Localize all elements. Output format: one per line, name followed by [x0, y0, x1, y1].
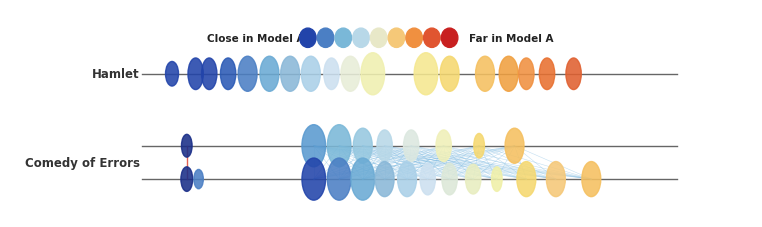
- Ellipse shape: [181, 167, 193, 192]
- Ellipse shape: [328, 158, 351, 200]
- Ellipse shape: [491, 167, 502, 192]
- Ellipse shape: [499, 57, 518, 92]
- Ellipse shape: [420, 164, 435, 195]
- Ellipse shape: [324, 59, 339, 90]
- Ellipse shape: [475, 57, 495, 92]
- Text: Close in Model A: Close in Model A: [207, 34, 305, 44]
- Ellipse shape: [194, 170, 203, 189]
- Ellipse shape: [440, 57, 459, 92]
- Ellipse shape: [220, 59, 235, 90]
- Ellipse shape: [546, 162, 565, 197]
- Ellipse shape: [539, 59, 555, 90]
- Ellipse shape: [302, 158, 325, 200]
- Ellipse shape: [328, 125, 351, 167]
- Ellipse shape: [301, 57, 320, 92]
- Ellipse shape: [442, 164, 457, 195]
- Ellipse shape: [260, 57, 279, 92]
- Ellipse shape: [165, 62, 178, 87]
- Text: Hamlet: Hamlet: [92, 68, 139, 81]
- Ellipse shape: [377, 130, 392, 162]
- Ellipse shape: [361, 53, 385, 95]
- Ellipse shape: [441, 29, 458, 48]
- Ellipse shape: [302, 125, 325, 167]
- Ellipse shape: [351, 158, 375, 200]
- Ellipse shape: [436, 130, 451, 162]
- Ellipse shape: [188, 59, 203, 90]
- Ellipse shape: [424, 29, 440, 48]
- Ellipse shape: [370, 29, 387, 48]
- Ellipse shape: [354, 129, 372, 164]
- Ellipse shape: [466, 164, 481, 194]
- Ellipse shape: [375, 162, 394, 197]
- Ellipse shape: [353, 29, 370, 48]
- Ellipse shape: [317, 29, 334, 48]
- Ellipse shape: [388, 29, 405, 48]
- Ellipse shape: [335, 29, 351, 48]
- Ellipse shape: [474, 134, 485, 158]
- Ellipse shape: [280, 57, 299, 92]
- Text: Comedy of Errors: Comedy of Errors: [24, 156, 139, 169]
- Ellipse shape: [404, 130, 419, 162]
- Ellipse shape: [239, 57, 257, 92]
- Ellipse shape: [517, 162, 536, 197]
- Text: Far in Model A: Far in Model A: [469, 34, 553, 44]
- Ellipse shape: [566, 59, 581, 90]
- Ellipse shape: [519, 59, 534, 90]
- Ellipse shape: [398, 162, 417, 197]
- Ellipse shape: [505, 129, 524, 164]
- Ellipse shape: [341, 57, 360, 92]
- Ellipse shape: [299, 29, 316, 48]
- Ellipse shape: [181, 135, 192, 158]
- Ellipse shape: [406, 29, 422, 48]
- Ellipse shape: [582, 162, 600, 197]
- Ellipse shape: [201, 59, 217, 90]
- Ellipse shape: [415, 53, 438, 95]
